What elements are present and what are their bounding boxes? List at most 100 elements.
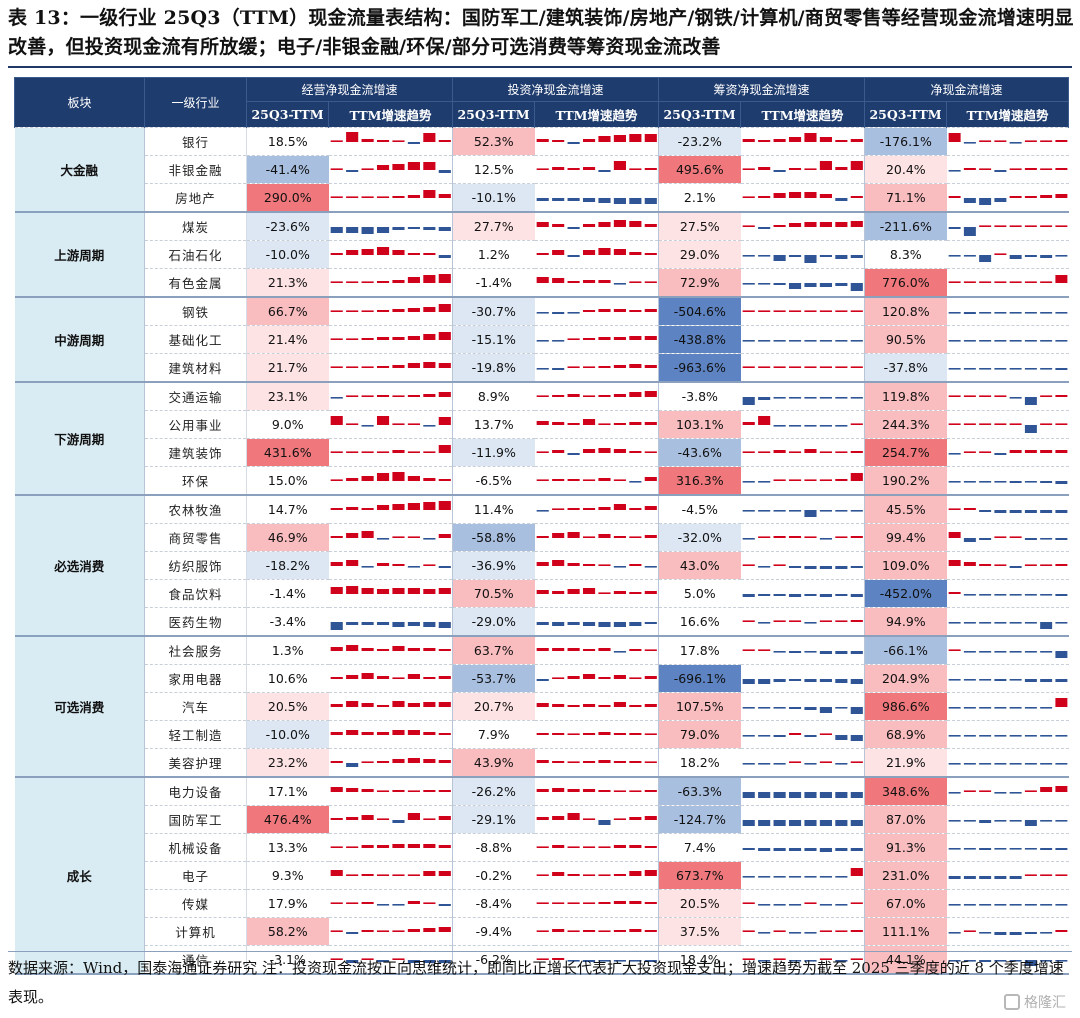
sparkline-bar: [376, 903, 389, 906]
sparkline-bar: [1009, 565, 1022, 568]
sparkline-bar: [345, 226, 358, 233]
sparkline-bar: [948, 591, 961, 594]
sparkline-chart: [330, 226, 451, 234]
industry-name: 食品饮料: [144, 579, 247, 608]
sparkline-bar: [597, 789, 611, 792]
sparkline-bar: [993, 252, 1006, 255]
operating-trend-sparkline: [328, 240, 454, 269]
investing-growth-value: -8.4%: [452, 889, 535, 918]
header-sector: 板块: [14, 77, 145, 128]
sparkline-bar: [1009, 791, 1022, 794]
sparkline-chart: [330, 786, 451, 792]
sparkline-bar: [422, 274, 435, 283]
sparkline-bar: [819, 875, 832, 878]
sparkline-bar: [850, 593, 863, 597]
sparkline-bar: [819, 819, 832, 826]
sparkline-bar: [978, 139, 991, 142]
sparkline-bar: [742, 450, 755, 453]
sparkline-bar: [345, 873, 358, 876]
sparkline-bar: [391, 676, 405, 679]
investing-growth-value: -36.9%: [452, 551, 535, 580]
sparkline-bar: [742, 480, 755, 483]
sparkline-bar: [628, 816, 641, 820]
table-row: 有色金属 21.3% -1.4% 72.9% 776.0%: [15, 268, 1069, 298]
sparkline-bar: [330, 901, 343, 904]
sparkline-bar: [422, 333, 435, 340]
sparkline-bar: [993, 875, 1006, 879]
sparkline-bar: [1024, 509, 1037, 513]
sparkline-bar: [1039, 537, 1052, 540]
sparkline-bar: [391, 364, 405, 368]
sparkline-bar: [438, 815, 451, 820]
sparkline-bar: [819, 365, 832, 368]
net-growth-value: 44.1%: [864, 945, 947, 975]
financing-growth-value: 20.5%: [658, 889, 741, 918]
sparkline-bar: [582, 703, 595, 707]
sparkline-bar: [628, 676, 641, 679]
sparkline-bar: [963, 561, 976, 566]
operating-trend-sparkline: [328, 466, 454, 496]
sparkline-chart: [536, 531, 657, 538]
sparkline-bar: [834, 221, 847, 227]
sparkline-bar: [613, 219, 626, 227]
sparkline-chart: [330, 843, 451, 848]
sparkline-bar: [582, 197, 595, 202]
sparkline-bar: [819, 791, 832, 798]
investing-trend-sparkline: [534, 889, 660, 918]
sparkline-bar: [422, 161, 435, 170]
sparkline-bar: [963, 875, 976, 879]
sparkline-bar: [345, 621, 358, 625]
net-growth-value: 90.5%: [864, 325, 947, 354]
sparkline-bar: [644, 815, 657, 820]
sparkline-bar: [1054, 593, 1067, 596]
sparkline-bar: [628, 507, 641, 510]
sparkline-bar: [597, 365, 611, 368]
sparkline-chart: [330, 246, 451, 258]
sparkline-bar: [993, 706, 1006, 709]
sparkline-bar: [850, 535, 863, 538]
sparkline-chart: [742, 309, 863, 312]
sparkline-bar: [773, 762, 786, 765]
sparkline-bar: [850, 706, 863, 714]
sparkline-bar: [803, 847, 817, 851]
sparkline-bar: [978, 621, 991, 624]
financing-growth-value: 2.1%: [658, 183, 741, 213]
sparkline-bar: [376, 588, 389, 594]
sparkline-bar: [803, 396, 817, 399]
sparkline-bar: [788, 819, 801, 826]
sparkline-bar: [948, 280, 961, 283]
sparkline-bar: [978, 254, 991, 262]
sparkline-bar: [1009, 678, 1022, 681]
sparkline-bar: [742, 509, 755, 512]
sparkline-bar: [330, 309, 343, 312]
sparkline-bar: [803, 132, 817, 142]
sparkline-bar: [993, 394, 1006, 397]
sparkline-bar: [1024, 734, 1037, 737]
sparkline-bar: [1039, 224, 1052, 227]
sparkline-bar: [376, 309, 389, 312]
industry-name: 建筑装饰: [144, 438, 247, 467]
industry-name: 电子: [144, 861, 247, 890]
sparkline-bar: [391, 226, 405, 230]
sparkline-bar: [1009, 449, 1022, 453]
sparkline-bar: [742, 819, 755, 826]
sparkline-bar: [1039, 847, 1052, 850]
sparkline-bar: [330, 817, 343, 820]
table-row: 环保 15.0% -6.5% 316.3% 190.2%: [15, 466, 1069, 496]
sparkline-bar: [567, 393, 580, 397]
sparkline-bar: [993, 367, 1006, 370]
sparkline-chart: [330, 415, 451, 427]
investing-trend-sparkline: [534, 240, 660, 269]
net-trend-sparkline: [946, 777, 1069, 806]
sparkline-bar: [613, 844, 626, 848]
sparkline-bar: [345, 394, 358, 397]
investing-trend-sparkline: [534, 438, 660, 467]
sparkline-chart: [330, 161, 451, 173]
sparkline-bar: [757, 593, 770, 596]
sparkline-bar: [1039, 563, 1052, 566]
sparkline-bar: [978, 593, 991, 596]
sparkline-bar: [536, 589, 549, 594]
sparkline-chart: [742, 282, 863, 291]
sparkline-bar: [422, 621, 435, 627]
sparkline-bar: [1024, 789, 1037, 792]
